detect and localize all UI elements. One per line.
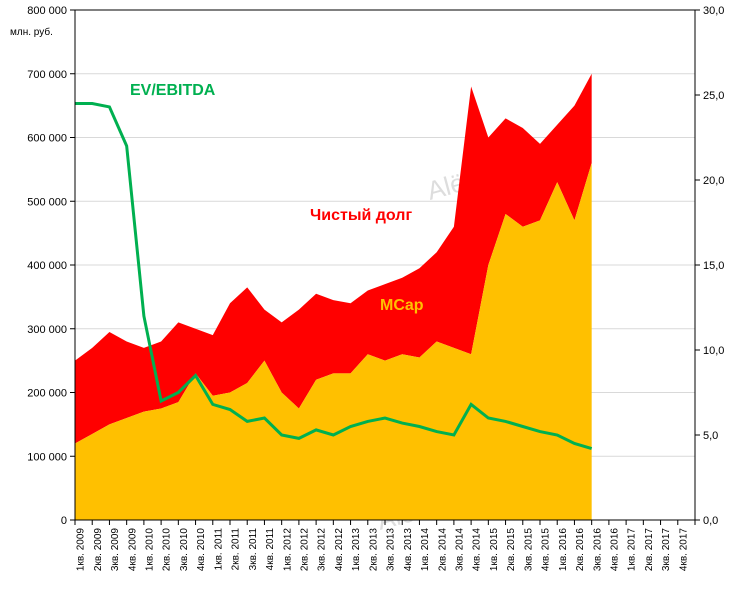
y1-label: 200 000 bbox=[27, 388, 67, 400]
x-label: 3кв. 2011 bbox=[248, 528, 259, 571]
x-label: 1кв. 2012 bbox=[282, 528, 293, 571]
x-label: 1кв. 2015 bbox=[489, 528, 500, 571]
x-label: 3кв. 2010 bbox=[179, 528, 190, 571]
x-label: 1кв. 2010 bbox=[145, 528, 156, 571]
x-label: 1кв. 2014 bbox=[420, 528, 431, 571]
y1-unit-label: млн. руб. bbox=[10, 26, 53, 38]
chart-svg: Alёnka.CapitalAlёnka.CapitalAlёnka.Capit… bbox=[0, 0, 746, 607]
x-label: 2кв. 2017 bbox=[644, 528, 655, 571]
x-label: 1кв. 2013 bbox=[351, 528, 362, 571]
x-label: 4кв. 2011 bbox=[265, 528, 276, 571]
y2-label: 20,0 bbox=[703, 175, 724, 187]
y1-label: 400 000 bbox=[27, 260, 67, 272]
x-label: 3кв. 2016 bbox=[592, 528, 603, 571]
series-label-debt_stack_top: Чистый долг bbox=[310, 207, 412, 224]
x-label: 3кв. 2015 bbox=[523, 528, 534, 571]
x-label: 3кв. 2014 bbox=[455, 528, 466, 571]
x-label: 2кв. 2016 bbox=[575, 528, 586, 571]
y1-label: 100 000 bbox=[27, 451, 67, 463]
x-label: 4кв. 2010 bbox=[196, 528, 207, 571]
y1-label: 600 000 bbox=[27, 133, 67, 145]
y2-label: 5,0 bbox=[703, 430, 718, 442]
x-label: 2кв. 2009 bbox=[93, 528, 104, 571]
y2-label: 25,0 bbox=[703, 90, 724, 102]
y2-label: 15,0 bbox=[703, 260, 724, 272]
chart-container: Alёnka.CapitalAlёnka.CapitalAlёnka.Capit… bbox=[0, 0, 746, 607]
x-label: 4кв. 2016 bbox=[610, 528, 621, 571]
x-label: 1кв. 2011 bbox=[213, 528, 224, 571]
x-label: 4кв. 2013 bbox=[403, 528, 414, 571]
x-label: 1кв. 2017 bbox=[627, 528, 638, 571]
x-label: 3кв. 2013 bbox=[386, 528, 397, 571]
x-label: 2кв. 2014 bbox=[437, 528, 448, 571]
x-label: 2кв. 2011 bbox=[231, 528, 242, 571]
series-label-mcap: MCap bbox=[380, 297, 424, 314]
y1-label: 800 000 bbox=[27, 5, 67, 17]
y1-label: 500 000 bbox=[27, 196, 67, 208]
series-label-ev_ebitda: EV/EBITDA bbox=[130, 82, 216, 99]
x-label: 4кв. 2009 bbox=[127, 528, 138, 571]
x-label: 4кв. 2017 bbox=[678, 528, 689, 571]
y2-label: 0,0 bbox=[703, 515, 718, 527]
x-label: 4кв. 2012 bbox=[334, 528, 345, 571]
x-label: 1кв. 2016 bbox=[558, 528, 569, 571]
x-label: 3кв. 2017 bbox=[661, 528, 672, 571]
y1-label: 700 000 bbox=[27, 69, 67, 81]
x-label: 2кв. 2015 bbox=[506, 528, 517, 571]
y2-label: 30,0 bbox=[703, 5, 724, 17]
x-label: 2кв. 2010 bbox=[162, 528, 173, 571]
y1-label: 0 bbox=[61, 515, 67, 527]
x-label: 4кв. 2014 bbox=[472, 528, 483, 571]
x-label: 3кв. 2012 bbox=[317, 528, 328, 571]
x-label: 2кв. 2012 bbox=[300, 528, 311, 571]
x-label: 4кв. 2015 bbox=[541, 528, 552, 571]
x-label: 3кв. 2009 bbox=[110, 528, 121, 571]
y1-label: 300 000 bbox=[27, 324, 67, 336]
y2-label: 10,0 bbox=[703, 345, 724, 357]
x-label: 1кв. 2009 bbox=[76, 528, 87, 571]
x-label: 2кв. 2013 bbox=[368, 528, 379, 571]
